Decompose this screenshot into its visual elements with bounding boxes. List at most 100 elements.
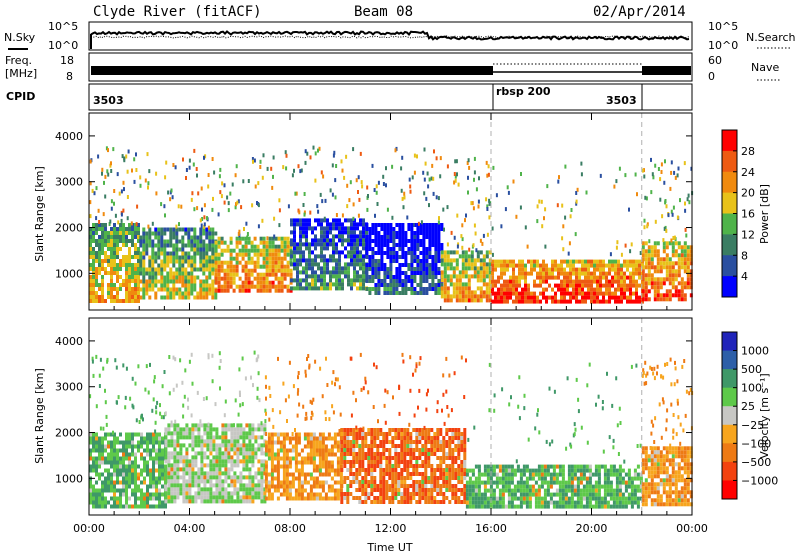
echo-cell bbox=[265, 244, 269, 249]
echo-cell bbox=[422, 275, 426, 279]
echo-cell bbox=[196, 251, 200, 256]
echo-cell bbox=[419, 251, 423, 255]
echo-cell bbox=[209, 463, 213, 468]
echo-cell bbox=[323, 238, 326, 243]
echo-cell bbox=[250, 244, 254, 249]
echo-cell bbox=[200, 479, 204, 484]
echo-cell bbox=[185, 431, 189, 436]
echo-cell bbox=[359, 278, 362, 283]
scatter-cell bbox=[651, 172, 654, 177]
echo-cell bbox=[566, 271, 569, 276]
echo-cell bbox=[140, 496, 143, 501]
echo-cell bbox=[581, 291, 584, 296]
echo-cell bbox=[134, 444, 137, 449]
echo-cell bbox=[327, 432, 331, 437]
scatter-cell bbox=[561, 203, 564, 208]
scatter-cell bbox=[615, 245, 618, 250]
echo-cell bbox=[386, 223, 390, 227]
echo-cell bbox=[104, 235, 107, 239]
echo-cell bbox=[455, 286, 459, 291]
echo-cell bbox=[400, 428, 404, 432]
echo-cell bbox=[297, 484, 301, 489]
echo-cell bbox=[406, 432, 410, 436]
echo-cell bbox=[611, 259, 614, 264]
scatter-cell bbox=[218, 174, 221, 179]
echo-cell bbox=[218, 459, 222, 464]
echo-cell bbox=[412, 464, 416, 468]
echo-cell bbox=[362, 226, 365, 231]
scatter-cell bbox=[432, 191, 435, 196]
echo-cell bbox=[315, 452, 319, 457]
echo-cell bbox=[263, 431, 267, 436]
echo-cell bbox=[656, 281, 660, 286]
echo-cell bbox=[140, 436, 143, 441]
echo-cell bbox=[107, 291, 110, 295]
echo-cell bbox=[202, 271, 206, 276]
echo-cell bbox=[473, 290, 477, 295]
echo-cell bbox=[260, 479, 264, 484]
echo-cell bbox=[227, 471, 231, 476]
echo-cell bbox=[398, 271, 402, 275]
echo-cell bbox=[89, 243, 92, 247]
echo-cell bbox=[245, 499, 249, 504]
echo-cell bbox=[149, 484, 152, 489]
echo-cell bbox=[262, 276, 266, 281]
echo-cell bbox=[424, 436, 428, 440]
echo-cell bbox=[599, 263, 602, 268]
echo-cell bbox=[467, 282, 471, 287]
echo-cell bbox=[488, 266, 492, 271]
echo-cell bbox=[379, 460, 383, 464]
echo-cell bbox=[482, 282, 486, 287]
echo-cell bbox=[365, 271, 369, 275]
echo-cell bbox=[125, 279, 128, 283]
echo-cell bbox=[181, 275, 185, 280]
echo-cell bbox=[239, 483, 243, 488]
echo-cell bbox=[382, 472, 386, 476]
echo-cell bbox=[575, 291, 578, 296]
echo-cell bbox=[239, 443, 243, 448]
scatter-cell bbox=[374, 213, 376, 218]
echo-cell bbox=[280, 236, 284, 241]
echo-cell bbox=[644, 281, 648, 286]
echo-cell bbox=[324, 460, 328, 465]
echo-cell bbox=[403, 480, 407, 484]
echo-cell bbox=[641, 273, 645, 278]
echo-cell bbox=[137, 504, 140, 509]
echo-cell bbox=[104, 243, 107, 247]
scatter-cell bbox=[456, 172, 458, 177]
echo-cell bbox=[197, 443, 201, 448]
echo-cell bbox=[241, 236, 245, 241]
echo-cell bbox=[575, 279, 578, 284]
echo-cell bbox=[187, 231, 191, 236]
echo-cell bbox=[146, 496, 149, 501]
echo-cell bbox=[131, 263, 134, 267]
echo-cell bbox=[371, 263, 375, 267]
echo-cell bbox=[185, 483, 189, 488]
echo-cell bbox=[647, 245, 651, 250]
echo-cell bbox=[181, 283, 185, 288]
scatter-cell bbox=[443, 227, 445, 232]
echo-cell bbox=[374, 291, 378, 295]
echo-cell bbox=[368, 259, 372, 263]
echo-cell bbox=[89, 235, 92, 239]
echo-cell bbox=[314, 270, 317, 275]
echo-cell bbox=[167, 443, 171, 448]
echo-cell bbox=[232, 276, 236, 281]
echo-cell bbox=[386, 283, 390, 287]
echo-cell bbox=[113, 452, 116, 457]
echo-cell bbox=[335, 262, 338, 267]
echo-cell bbox=[190, 227, 194, 232]
echo-cell bbox=[409, 472, 413, 476]
echo-cell bbox=[440, 258, 444, 263]
echo-cell bbox=[470, 254, 474, 259]
echo-cell bbox=[218, 467, 222, 472]
echo-cell bbox=[110, 287, 113, 291]
echo-cell bbox=[268, 244, 272, 249]
echo-cell bbox=[152, 468, 155, 473]
echo-cell bbox=[95, 444, 98, 449]
echo-cell bbox=[299, 258, 302, 263]
echo-cell bbox=[665, 265, 669, 270]
echo-cell bbox=[197, 483, 201, 488]
nave-tick-bottom: 0 bbox=[708, 70, 715, 83]
echo-cell bbox=[122, 464, 125, 469]
